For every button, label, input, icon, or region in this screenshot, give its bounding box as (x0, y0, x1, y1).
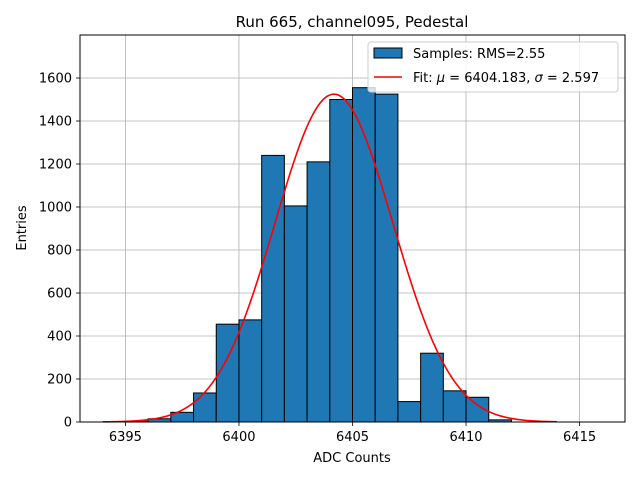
legend-fit-tail: = 2.597 (543, 71, 599, 86)
histogram-bar (261, 154, 285, 423)
histogram-bars (124, 87, 512, 423)
x-tick-label: 6395 (109, 430, 142, 445)
fit-curve (102, 93, 557, 423)
y-tick-label: 800 (47, 244, 72, 259)
legend-fit-mid: = 6404.183, (445, 71, 534, 86)
legend-label-fit: Fit: μ = 6404.183, σ = 2.597 (413, 71, 599, 86)
legend-box (367, 41, 619, 93)
histogram-bar (397, 401, 422, 423)
chart-title: Run 665, channel095, Pedestal (236, 13, 469, 31)
x-tick-label: 6400 (222, 430, 255, 445)
legend-fit-sigma: σ (535, 71, 544, 86)
y-tick-label: 200 (47, 373, 72, 388)
histogram-bar (420, 352, 444, 423)
legend-fit-mu: μ (436, 71, 445, 86)
legend-fit-prefix: Fit: (413, 71, 437, 86)
histogram-bar (238, 319, 263, 423)
y-tick-label: 1600 (39, 72, 72, 87)
legend: Samples: RMS=2.55 Fit: μ = 6404.183, σ =… (367, 41, 619, 93)
y-axis-label: Entries (15, 205, 30, 251)
y-tick-label: 1200 (39, 158, 72, 173)
histogram-bar (306, 161, 331, 423)
axis-ticks: 6395 6400 6405 6410 6415 0 200 400 600 800 1000 120… (39, 72, 596, 446)
histogram-bar (193, 392, 217, 423)
histogram-bar (283, 205, 308, 423)
y-tick-label: 1400 (39, 115, 72, 130)
histogram-bar (329, 99, 353, 423)
y-tick-label: 0 (64, 416, 72, 431)
y-tick-label: 600 (47, 287, 72, 302)
histogram-bar (352, 87, 376, 423)
y-tick-label: 400 (47, 330, 72, 345)
x-tick-label: 6415 (563, 430, 596, 445)
y-tick-label: 1000 (39, 201, 72, 216)
legend-swatch-samples (373, 47, 403, 59)
fit-curve-layer (102, 93, 557, 423)
x-axis-label: ADC Counts (313, 451, 391, 466)
x-tick-label: 6405 (336, 430, 369, 445)
histogram-bar (374, 93, 399, 423)
histogram-bar (442, 390, 467, 423)
x-tick-label: 6410 (449, 430, 482, 445)
legend-label-samples: Samples: RMS=2.55 (413, 47, 545, 62)
